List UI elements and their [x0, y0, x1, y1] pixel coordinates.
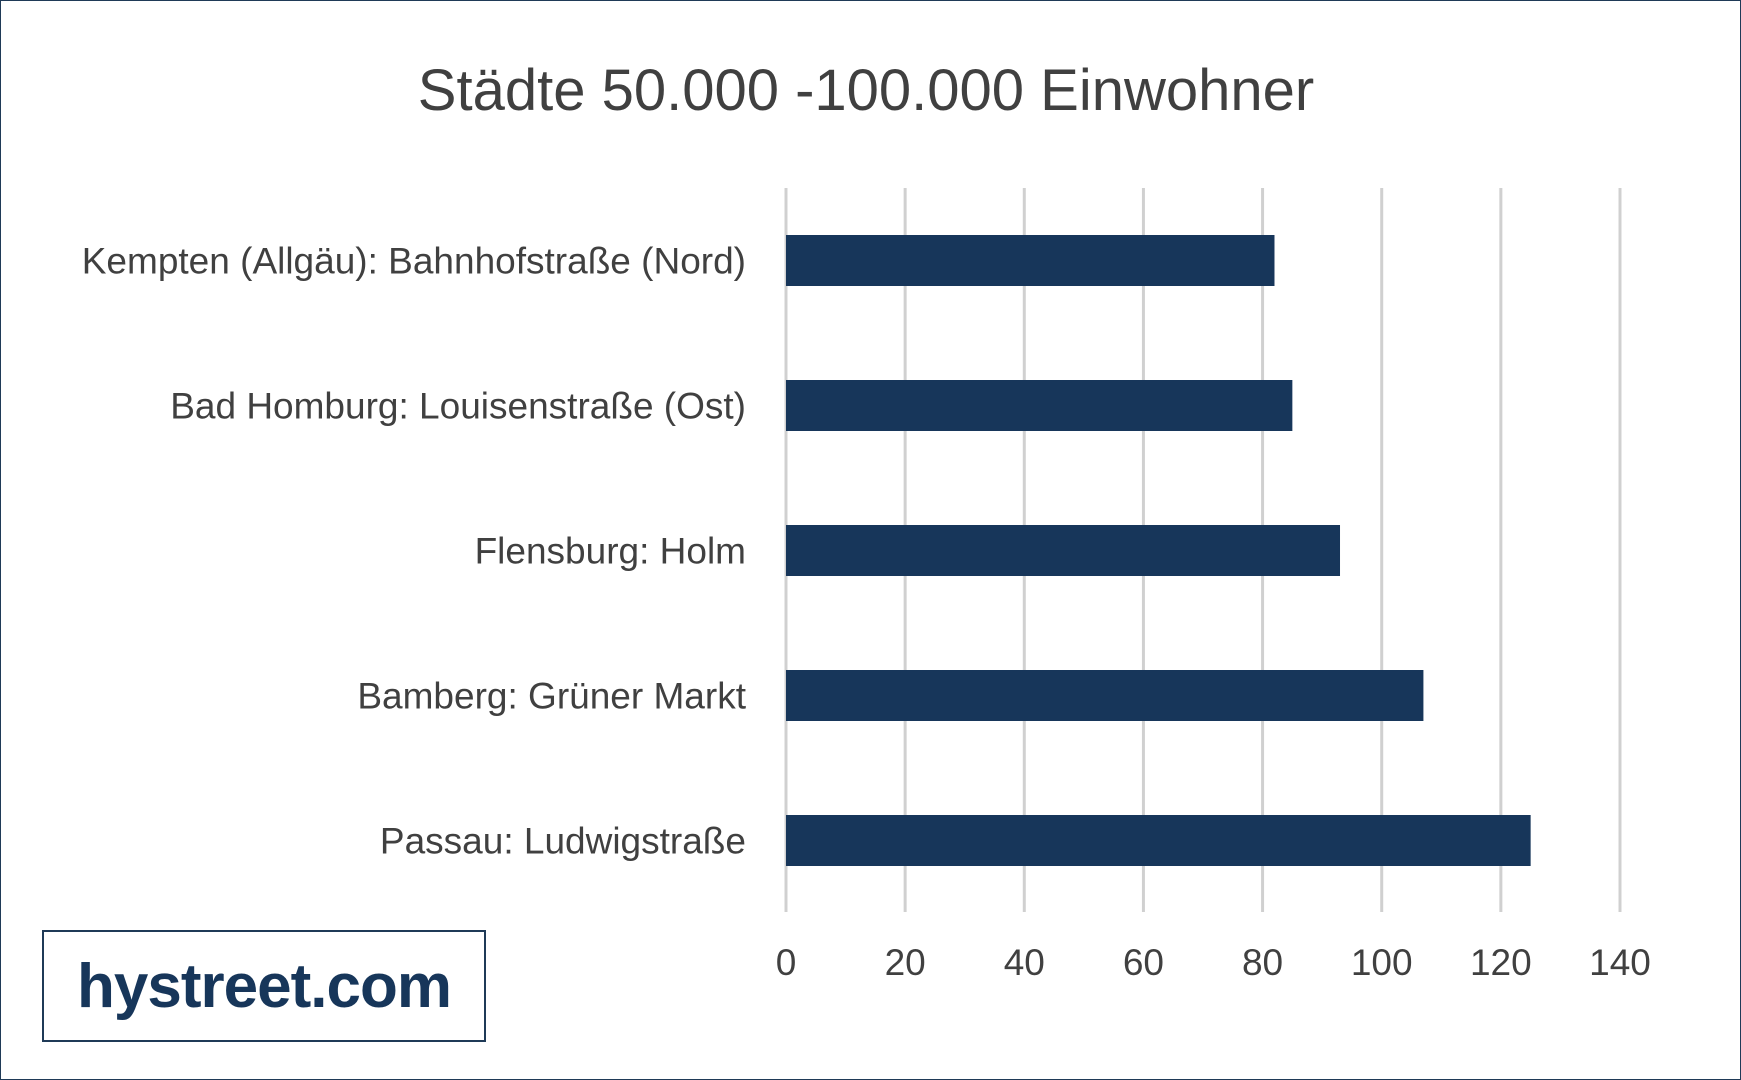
bar: [786, 670, 1424, 721]
category-labels: Kempten (Allgäu): Bahnhofstraße (Nord) Ba…: [82, 241, 747, 862]
hystreet-logo: hystreet.com: [77, 951, 452, 1021]
x-tick-label: 80: [1242, 942, 1283, 983]
x-tick-label: 60: [1123, 942, 1164, 983]
bars: [786, 235, 1531, 866]
bar: [786, 815, 1531, 866]
bar: [786, 380, 1293, 431]
category-label: Passau: Ludwigstraße: [380, 821, 746, 862]
category-label: Kempten (Allgäu): Bahnhofstraße (Nord): [82, 241, 746, 282]
category-label: Flensburg: Holm: [475, 531, 746, 572]
x-tick-label: 20: [885, 942, 926, 983]
x-tick-label: 0: [776, 942, 797, 983]
x-tick-label: 120: [1470, 942, 1532, 983]
logo-box: hystreet.com: [42, 930, 486, 1042]
category-label: Bad Homburg: Louisenstraße (Ost): [170, 386, 746, 427]
x-tick-label: 100: [1351, 942, 1413, 983]
chart-title: Städte 50.000 -100.000 Einwohner: [418, 58, 1314, 123]
x-tick-labels: 0 20 40 60 80 100 120 140: [776, 942, 1651, 983]
bar: [786, 525, 1341, 576]
category-label: Bamberg: Grüner Markt: [357, 676, 746, 717]
x-tick-label: 40: [1004, 942, 1045, 983]
x-tick-label: 140: [1589, 942, 1651, 983]
bar: [786, 235, 1275, 286]
